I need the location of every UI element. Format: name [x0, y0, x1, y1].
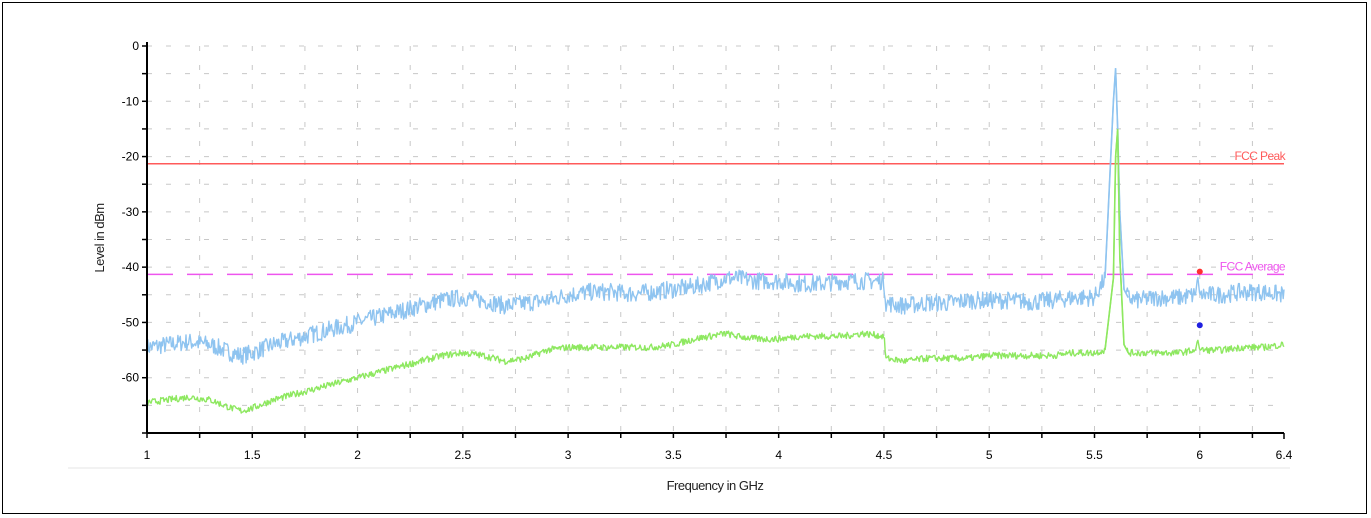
x-tick-label: 2.5 — [454, 448, 471, 462]
y-tick-label: -20 — [122, 150, 140, 164]
y-tick-label: -30 — [122, 205, 140, 219]
x-tick-label: 4.5 — [876, 448, 893, 462]
y-tick-label: -40 — [122, 260, 140, 274]
series-spike-1 — [1104, 128, 1129, 354]
tick-labels: 1 1.5 2 2.5 3 3.5 4 4.5 5 5.5 6 6.4 0 -10 -20 -30 -40 -50… — [122, 39, 1293, 462]
y-tick-label: -10 — [122, 94, 140, 108]
x-tick-label: 2 — [354, 448, 361, 462]
limit-line-label-0: FCC Peak — [1234, 149, 1286, 163]
x-tick-label: 6.4 — [1276, 448, 1293, 462]
y-axis-label: Level in dBm — [92, 203, 107, 272]
series-spike-0 — [1104, 68, 1129, 298]
grid — [147, 45, 1284, 433]
series-line-1 — [146, 130, 1285, 414]
x-tick-label: 1 — [144, 448, 151, 462]
x-tick-label: 1.5 — [244, 448, 261, 462]
x-tick-label: 3 — [565, 448, 572, 462]
y-tick-label: -60 — [122, 371, 140, 385]
x-tick-label: 6 — [1196, 448, 1203, 462]
x-tick-label: 5.5 — [1086, 448, 1103, 462]
y-tick-label: -50 — [122, 315, 140, 329]
axes — [142, 42, 1285, 439]
markers — [1196, 268, 1203, 329]
limit-lines: FCC Peak FCC Average — [146, 149, 1287, 276]
marker-point-0 — [1196, 268, 1203, 275]
marker-point-1 — [1196, 322, 1203, 329]
limit-line-label-1: FCC Average — [1220, 259, 1286, 273]
x-tick-label: 5 — [986, 448, 993, 462]
x-tick-label: 3.5 — [665, 448, 682, 462]
y-tick-label: 0 — [132, 39, 139, 53]
series-layer — [146, 68, 1285, 414]
x-tick-label: 4 — [775, 448, 782, 462]
x-axis-label: Frequency in GHz — [667, 478, 764, 493]
series-line-0 — [146, 74, 1285, 365]
